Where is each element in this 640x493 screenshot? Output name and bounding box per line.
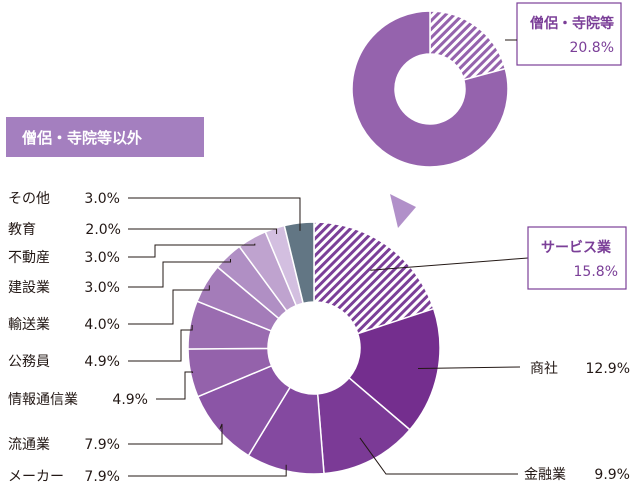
callout-box [516, 2, 622, 66]
slice-label-sonota: その他 3.0% [8, 191, 120, 207]
leader-joho [156, 371, 194, 400]
label-kyoiku-name: 教育 [8, 222, 36, 238]
callout-label: 僧侶・寺院等 [530, 15, 614, 32]
label-shosha-name: 商社 [530, 361, 558, 377]
leader-yuso [128, 285, 210, 325]
slice-label-joho: 情報通信業 4.9% [8, 392, 148, 408]
main-slice-1 [347, 307, 441, 431]
slice-label-komuin: 公務員 4.9% [8, 354, 120, 370]
main-slice-11 [283, 221, 315, 305]
label-fudosan-name: 不動産 [8, 250, 50, 266]
leader-kensetsu [128, 259, 232, 288]
banner-title: 僧侶・寺院等以外 [22, 129, 142, 147]
label-maker-pct: 7.9% [84, 469, 120, 485]
leader-fudosan [128, 243, 256, 258]
label-joho-pct: 4.9% [112, 392, 148, 408]
leader-kinyu [359, 437, 518, 475]
callout-service-pct: 15.8% [574, 264, 618, 280]
label-sonota-pct: 3.0% [84, 191, 120, 207]
banner-background [6, 117, 204, 157]
main-slice-0 [313, 221, 435, 335]
sub-chart-banner: 僧侶・寺院等以外 [6, 117, 204, 157]
leader-ryutsu [128, 423, 223, 445]
leader-service [370, 257, 529, 271]
slice-label-shosha: 商社 12.9% [530, 361, 630, 377]
label-kinyu-name: 金融業 [524, 467, 566, 483]
callout-service-label: サービス業 [541, 239, 612, 256]
top-donut-chart [351, 10, 509, 168]
label-komuin-pct: 4.9% [84, 354, 120, 370]
label-kensetsu-pct: 3.0% [84, 280, 120, 296]
slice-label-fudosan: 不動産 3.0% [8, 250, 120, 266]
top-slice-0 [429, 10, 507, 81]
label-shosha-pct: 12.9% [586, 361, 630, 377]
slice-label-kinyu: 金融業 9.9% [524, 467, 630, 483]
leader-lines [128, 39, 529, 477]
main-donut-chart [187, 221, 441, 475]
expand-arrow-icon [390, 194, 416, 228]
top-slice-1 [351, 10, 509, 168]
leader-komuin [128, 325, 193, 362]
label-joho-name: 情報通信業 [8, 392, 78, 408]
leader-shosha [417, 366, 521, 369]
label-kensetsu-name: 建設業 [8, 280, 50, 296]
leader-sonota [128, 197, 301, 231]
callout-percent: 20.8% [570, 40, 614, 56]
label-yuso-pct: 4.0% [84, 317, 120, 333]
slice-label-maker: メーカー 7.9% [8, 469, 120, 485]
label-ryutsu-name: 流通業 [8, 437, 50, 453]
label-yuso-name: 輸送業 [8, 317, 50, 333]
label-fudosan-pct: 3.0% [84, 250, 120, 266]
slice-label-kensetsu: 建設業 3.0% [8, 280, 120, 296]
label-sonota-name: その他 [8, 191, 50, 207]
callout-sorinjiin: 僧侶・寺院等 20.8% [516, 2, 622, 66]
label-kyoiku-pct: 2.0% [85, 222, 121, 238]
label-ryutsu-pct: 7.9% [84, 437, 120, 453]
label-maker-name: メーカー [8, 469, 64, 485]
slice-label-yuso: 輸送業 4.0% [8, 317, 120, 333]
label-kinyu-pct: 9.9% [594, 467, 630, 483]
callout-service-box [527, 226, 627, 290]
label-komuin-name: 公務員 [8, 354, 50, 370]
callout-service: サービス業 15.8% [527, 226, 627, 290]
leader-maker [128, 464, 287, 477]
leader-kyoiku [128, 228, 278, 234]
slice-label-kyoiku: 教育 2.0% [8, 222, 121, 238]
slice-label-ryutsu: 流通業 7.9% [8, 437, 120, 453]
